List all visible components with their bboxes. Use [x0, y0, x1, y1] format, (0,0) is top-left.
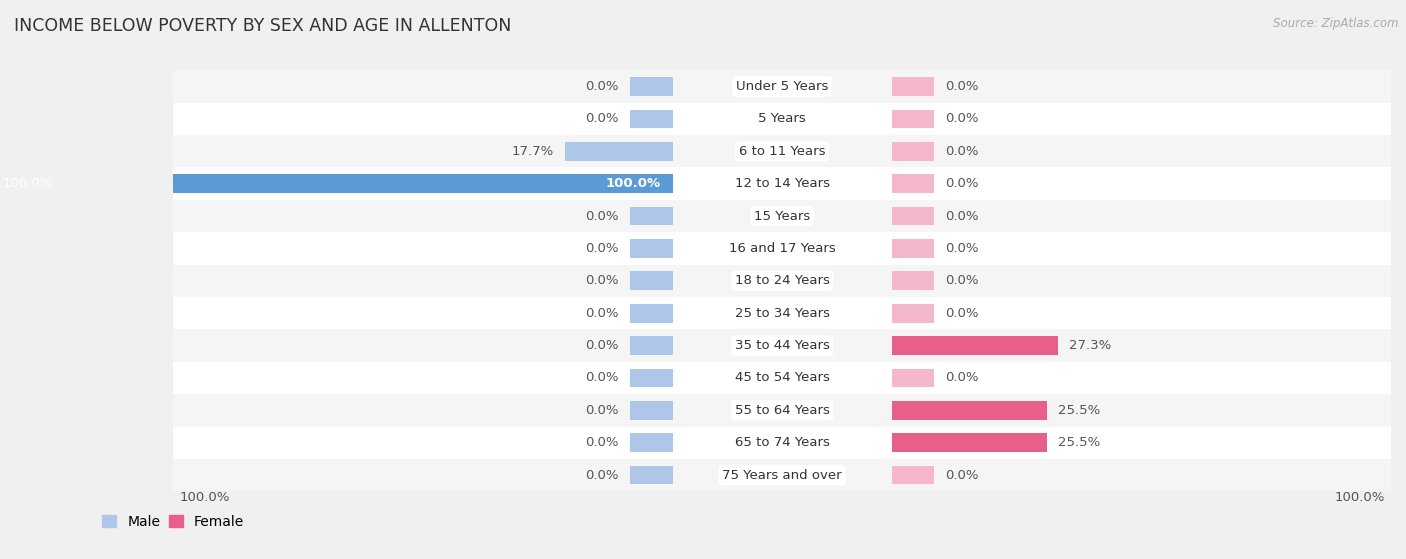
Text: 6 to 11 Years: 6 to 11 Years [740, 145, 825, 158]
Text: 0.0%: 0.0% [945, 468, 979, 482]
Text: 5 Years: 5 Years [758, 112, 806, 125]
Bar [630, 368, 672, 387]
Bar [630, 272, 672, 290]
Text: 0.0%: 0.0% [945, 307, 979, 320]
Bar [891, 368, 935, 387]
Bar [630, 110, 672, 128]
Text: 0.0%: 0.0% [585, 274, 619, 287]
Bar [173, 232, 1391, 264]
Text: 25 to 34 Years: 25 to 34 Years [734, 307, 830, 320]
Bar [891, 304, 935, 323]
Text: 15 Years: 15 Years [754, 210, 810, 222]
Bar [173, 297, 1391, 329]
Bar [173, 200, 1391, 232]
Text: 0.0%: 0.0% [585, 80, 619, 93]
Text: 0.0%: 0.0% [945, 112, 979, 125]
Text: 100.0%: 100.0% [180, 491, 229, 504]
Bar [891, 336, 1057, 355]
Text: 55 to 64 Years: 55 to 64 Years [735, 404, 830, 417]
Bar [173, 427, 1391, 459]
Text: 0.0%: 0.0% [945, 242, 979, 255]
Bar [173, 168, 1391, 200]
Text: 12 to 14 Years: 12 to 14 Years [734, 177, 830, 190]
Bar [565, 142, 672, 160]
Text: 0.0%: 0.0% [585, 307, 619, 320]
Text: 25.5%: 25.5% [1057, 436, 1101, 449]
Bar [891, 174, 935, 193]
Text: 0.0%: 0.0% [585, 468, 619, 482]
Bar [891, 110, 935, 128]
Text: 100.0%: 100.0% [605, 177, 661, 190]
Text: 0.0%: 0.0% [945, 371, 979, 385]
Text: 18 to 24 Years: 18 to 24 Years [735, 274, 830, 287]
Bar [630, 207, 672, 225]
Text: 27.3%: 27.3% [1069, 339, 1111, 352]
Bar [173, 103, 1391, 135]
Text: 0.0%: 0.0% [945, 145, 979, 158]
Bar [173, 459, 1391, 491]
Bar [173, 264, 1391, 297]
Bar [173, 329, 1391, 362]
Bar [891, 207, 935, 225]
Bar [173, 362, 1391, 394]
Text: INCOME BELOW POVERTY BY SEX AND AGE IN ALLENTON: INCOME BELOW POVERTY BY SEX AND AGE IN A… [14, 17, 512, 35]
Legend: Male, Female: Male, Female [97, 509, 250, 534]
Bar [173, 135, 1391, 168]
Bar [891, 239, 935, 258]
Text: 100.0%: 100.0% [3, 177, 52, 190]
Text: 0.0%: 0.0% [945, 80, 979, 93]
Bar [630, 239, 672, 258]
Text: 0.0%: 0.0% [585, 436, 619, 449]
Text: 75 Years and over: 75 Years and over [723, 468, 842, 482]
Bar [173, 394, 1391, 427]
Text: 0.0%: 0.0% [585, 371, 619, 385]
Text: 45 to 54 Years: 45 to 54 Years [735, 371, 830, 385]
Bar [173, 70, 1391, 103]
Text: 35 to 44 Years: 35 to 44 Years [735, 339, 830, 352]
Text: 0.0%: 0.0% [585, 339, 619, 352]
Text: 65 to 74 Years: 65 to 74 Years [735, 436, 830, 449]
Text: 17.7%: 17.7% [512, 145, 554, 158]
Bar [891, 401, 1047, 420]
Text: 0.0%: 0.0% [585, 404, 619, 417]
Text: 0.0%: 0.0% [945, 177, 979, 190]
Text: 0.0%: 0.0% [585, 112, 619, 125]
Bar [630, 77, 672, 96]
Text: 0.0%: 0.0% [585, 210, 619, 222]
Bar [891, 77, 935, 96]
Bar [891, 272, 935, 290]
Text: 100.0%: 100.0% [1334, 491, 1385, 504]
Text: 16 and 17 Years: 16 and 17 Years [728, 242, 835, 255]
Text: Source: ZipAtlas.com: Source: ZipAtlas.com [1274, 17, 1399, 30]
Bar [630, 433, 672, 452]
Bar [630, 401, 672, 420]
Text: 0.0%: 0.0% [585, 242, 619, 255]
Bar [891, 466, 935, 485]
Text: 0.0%: 0.0% [945, 274, 979, 287]
Bar [630, 304, 672, 323]
Text: 0.0%: 0.0% [945, 210, 979, 222]
Text: 25.5%: 25.5% [1057, 404, 1101, 417]
Bar [891, 142, 935, 160]
Bar [891, 433, 1047, 452]
Text: Under 5 Years: Under 5 Years [735, 80, 828, 93]
Bar [630, 466, 672, 485]
Bar [63, 174, 672, 193]
Bar [630, 336, 672, 355]
